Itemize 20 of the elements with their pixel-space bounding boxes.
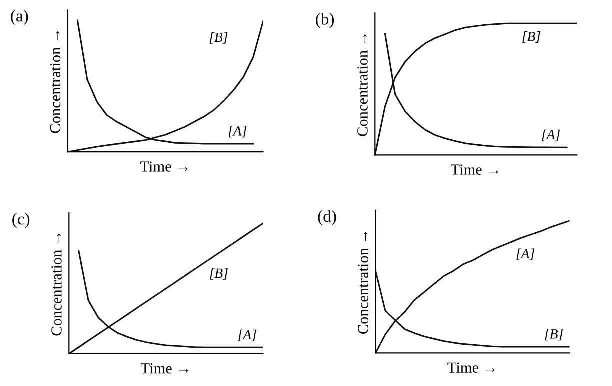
y-axis-title: Concentration → [52,234,62,336]
y-axis-title: Concentration → [358,232,368,334]
text: [B] [210,32,228,44]
series-label: [A] [238,330,256,342]
y-axis-title: Concentration → [50,31,61,134]
chart-title: (a) [11,10,28,26]
x-axis-title: Time → [141,363,188,374]
series-label: [A] [516,248,535,260]
series-label: [A] [228,126,247,138]
chart-title: (b) [316,13,334,28]
x-axis-title: Time → [451,164,498,175]
series-label: [B] [522,32,540,44]
series-label: [A] [542,130,560,142]
series-label: [B] [545,329,564,341]
series-label: [B] [210,268,228,280]
x-axis-title: Time → [448,362,496,373]
x-axis-title: Time → [140,162,188,172]
chart-title: (d) [318,210,336,226]
y-axis-title: Concentration → [358,34,368,136]
chart-title: (c) [12,213,30,228]
